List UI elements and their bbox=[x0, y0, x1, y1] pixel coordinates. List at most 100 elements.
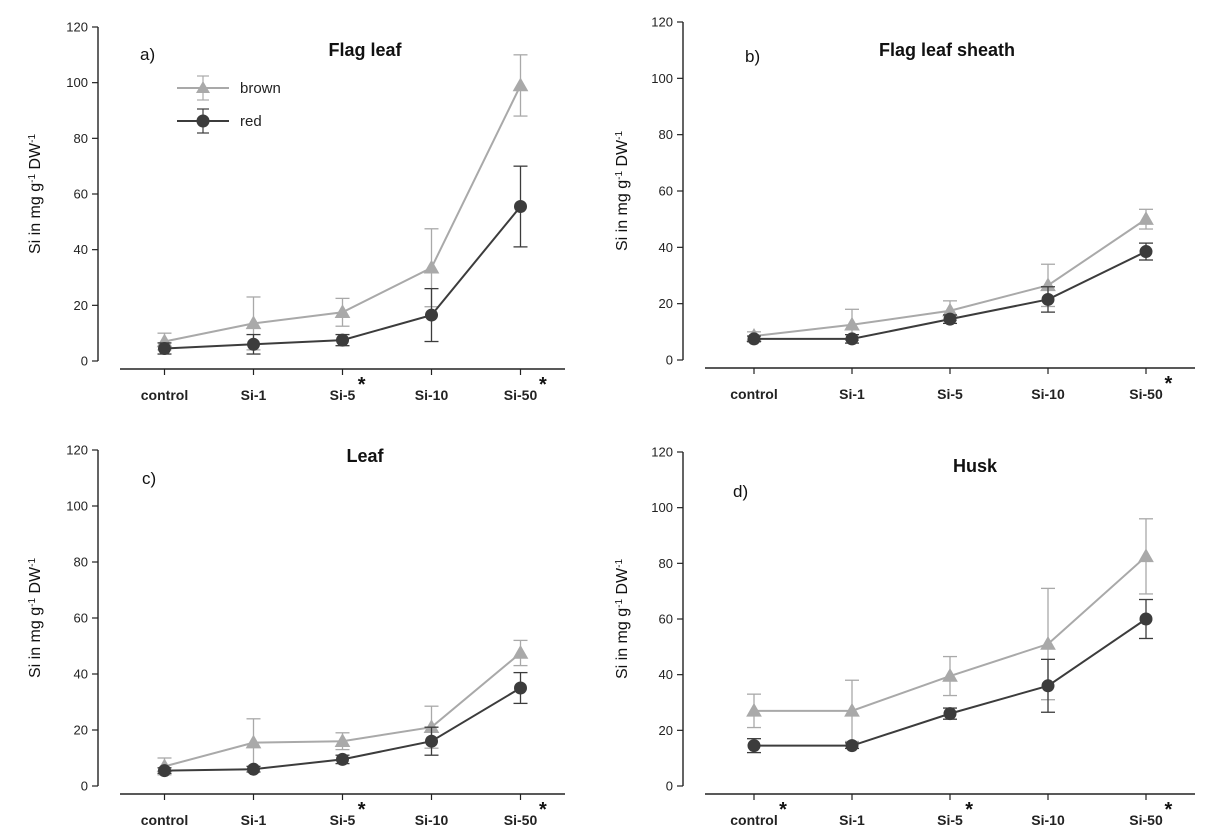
y-tick-label: 40 bbox=[659, 240, 673, 255]
y-tick-label: 120 bbox=[651, 15, 673, 30]
y-tick-label: 80 bbox=[74, 555, 88, 570]
significance-star: * bbox=[358, 799, 366, 821]
y-tick-label: 100 bbox=[651, 500, 673, 515]
significance-star: * bbox=[1165, 373, 1173, 395]
y-axis-label: Si in mg g-1 DW-1 bbox=[27, 558, 45, 678]
y-tick-label: 60 bbox=[74, 187, 88, 202]
y-axis-label: Si in mg g-1 DW-1 bbox=[614, 131, 632, 251]
series-brown-point bbox=[844, 316, 860, 331]
y-tick-label: 120 bbox=[651, 445, 673, 460]
series-red-point bbox=[1041, 292, 1055, 306]
series-brown-point bbox=[1138, 211, 1154, 225]
series-red-point bbox=[747, 739, 761, 753]
series-red-point bbox=[845, 739, 859, 753]
y-tick-label: 0 bbox=[81, 354, 88, 369]
series-brown-point bbox=[512, 77, 529, 92]
y-tick-label: 20 bbox=[659, 723, 673, 738]
x-tick-label: Si-1 bbox=[241, 812, 267, 828]
significance-star: * bbox=[358, 374, 366, 396]
series-red-point bbox=[514, 681, 527, 695]
y-tick-label: 60 bbox=[659, 612, 673, 627]
series-red-point bbox=[1041, 679, 1055, 693]
legend-label: brown bbox=[240, 80, 281, 97]
x-tick-label: Si-50 bbox=[504, 387, 538, 403]
series-brown-point bbox=[245, 315, 262, 330]
y-axis-label: Si in mg g-1 DW-1 bbox=[27, 134, 45, 254]
series-red-line bbox=[754, 250, 1147, 340]
series-brown-point bbox=[245, 734, 262, 749]
panel-letter: c) bbox=[142, 469, 156, 488]
series-red-point bbox=[247, 337, 260, 351]
x-tick-label: Si-5 bbox=[330, 812, 356, 828]
x-tick-label: Si-5 bbox=[330, 387, 356, 403]
panel-title: Flag leaf sheath bbox=[879, 40, 1015, 60]
series-red-point bbox=[158, 764, 171, 778]
series-red-point bbox=[247, 762, 260, 776]
x-tick-label: Si-5 bbox=[937, 812, 963, 828]
x-tick-label: Si-1 bbox=[839, 386, 865, 402]
x-tick-label: Si-50 bbox=[504, 812, 538, 828]
series-brown-point bbox=[844, 702, 860, 717]
x-tick-label: Si-10 bbox=[1031, 812, 1065, 828]
legend-marker bbox=[196, 81, 210, 93]
series-brown-point bbox=[334, 733, 351, 747]
x-tick-label: control bbox=[730, 812, 777, 828]
y-tick-label: 80 bbox=[74, 131, 88, 146]
y-axis-label: Si in mg g-1 DW-1 bbox=[614, 559, 632, 679]
series-red-point bbox=[514, 200, 527, 214]
legend-marker bbox=[196, 114, 210, 128]
significance-star: * bbox=[779, 799, 787, 821]
y-tick-label: 20 bbox=[74, 298, 88, 313]
panel-letter: d) bbox=[733, 482, 748, 501]
y-tick-label: 120 bbox=[66, 443, 88, 458]
series-brown-point bbox=[512, 644, 529, 659]
series-brown-point bbox=[942, 668, 958, 682]
panel-letter: b) bbox=[745, 47, 760, 66]
x-tick-label: control bbox=[730, 386, 777, 402]
y-tick-label: 20 bbox=[659, 296, 673, 311]
series-red-point bbox=[845, 332, 859, 346]
x-tick-label: control bbox=[141, 812, 188, 828]
y-tick-label: 100 bbox=[66, 75, 88, 90]
series-red-point bbox=[336, 752, 349, 766]
y-tick-label: 60 bbox=[659, 184, 673, 199]
series-red-point bbox=[158, 341, 171, 355]
y-tick-label: 40 bbox=[74, 667, 88, 682]
series-red-point bbox=[1139, 245, 1153, 259]
y-tick-label: 80 bbox=[659, 127, 673, 142]
chart-panel-2: 0 20 40 60 80 100 120 control Si-1 Si-5 Si-10 Si-50… bbox=[614, 15, 1195, 402]
y-tick-label: 40 bbox=[659, 667, 673, 682]
series-brown-point bbox=[746, 702, 762, 717]
series-red-point bbox=[943, 312, 957, 326]
y-tick-label: 120 bbox=[66, 20, 88, 35]
panel-letter: a) bbox=[140, 45, 155, 64]
legend-entry-brown: brown bbox=[177, 75, 281, 101]
significance-star: * bbox=[539, 374, 547, 396]
x-tick-label: Si-50 bbox=[1129, 386, 1163, 402]
y-tick-label: 60 bbox=[74, 611, 88, 626]
y-tick-label: 20 bbox=[74, 723, 88, 738]
panel-title: Flag leaf bbox=[328, 40, 402, 60]
x-tick-label: control bbox=[141, 387, 188, 403]
series-brown-point bbox=[1040, 636, 1056, 650]
y-tick-label: 100 bbox=[651, 71, 673, 86]
y-tick-label: 100 bbox=[66, 499, 88, 514]
y-tick-label: 40 bbox=[74, 242, 88, 257]
x-tick-label: Si-1 bbox=[839, 812, 865, 828]
series-brown-point bbox=[334, 304, 351, 319]
x-tick-label: Si-10 bbox=[1031, 386, 1065, 402]
significance-star: * bbox=[539, 799, 547, 821]
significance-star: * bbox=[965, 799, 973, 821]
series-red-point bbox=[747, 332, 761, 346]
legend-label: red bbox=[240, 113, 262, 130]
series-brown-point bbox=[423, 259, 440, 274]
series-red-point bbox=[425, 308, 438, 322]
x-tick-label: Si-50 bbox=[1129, 812, 1163, 828]
x-tick-label: Si-5 bbox=[937, 386, 963, 402]
y-tick-label: 0 bbox=[666, 779, 673, 794]
series-red-line bbox=[164, 205, 522, 350]
series-red-point bbox=[336, 333, 349, 347]
